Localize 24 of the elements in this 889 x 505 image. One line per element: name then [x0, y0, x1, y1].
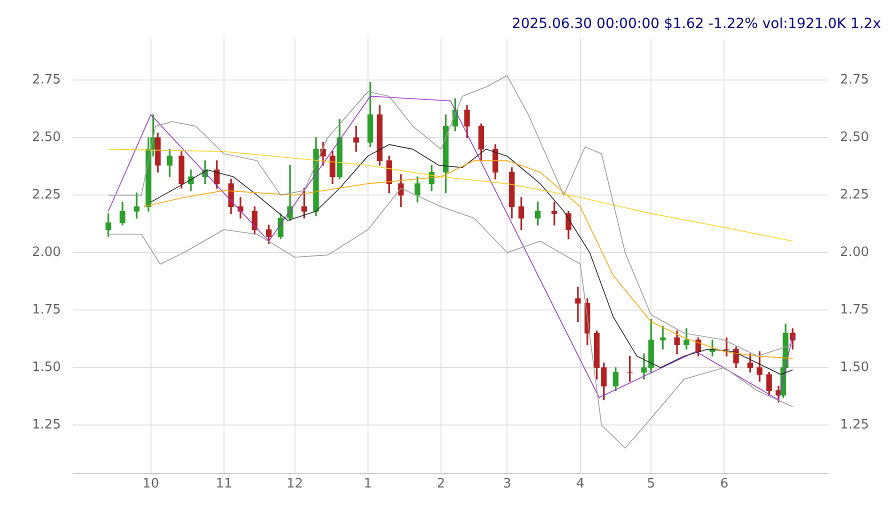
y2-tick-label: 2.25 [840, 188, 870, 203]
y-tick-label: 2.75 [32, 72, 61, 88]
chart-title: 2025.06.30 00:00:00 $1.62 -1.22% vol:1921.0K 1.2x [512, 16, 881, 32]
x-tick-label: 10 [142, 476, 160, 492]
y-tick-label: 1.25 [32, 417, 61, 432]
y2-tick-label: 1.25 [840, 417, 870, 432]
x-tick-label: 4 [576, 476, 584, 492]
x-tick-label: 5 [646, 476, 656, 492]
y2-tick-label: 1.50 [840, 360, 870, 375]
y-tick-label: 2.50 [32, 130, 61, 146]
y-tick-label: 2.25 [32, 188, 61, 203]
x-tick-label: 6 [720, 476, 728, 492]
y2-tick-label: 2.75 [840, 72, 870, 88]
y2-tick-label: 2.00 [840, 245, 870, 260]
y-tick-label: 2.00 [32, 245, 61, 260]
x-tick-label: 12 [286, 476, 304, 492]
y2-tick-label: 1.75 [840, 302, 870, 318]
x-tick-label: 2 [436, 476, 446, 492]
y2-tick-label: 2.50 [840, 130, 870, 146]
x-tick-label: 3 [502, 476, 512, 492]
x-tick-label: 11 [216, 476, 232, 492]
y-tick-label: 1.50 [32, 360, 61, 375]
x-tick-label: 1 [364, 476, 372, 492]
y-tick-label: 1.75 [32, 302, 61, 318]
